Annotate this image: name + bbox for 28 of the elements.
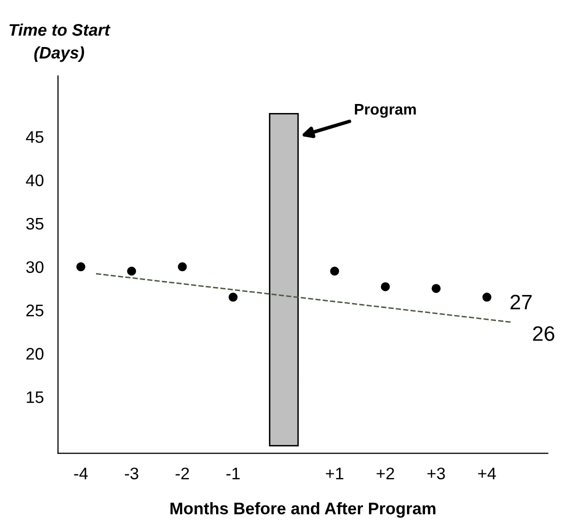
x-tick-label: +1 xyxy=(326,468,344,480)
y-tick-label: 45 xyxy=(26,131,44,143)
point xyxy=(482,292,492,302)
x-tick-label: -3 xyxy=(124,468,138,480)
annotation: 27 xyxy=(510,294,532,310)
y-tick-label: 35 xyxy=(26,218,44,230)
point xyxy=(127,266,136,276)
point xyxy=(432,284,441,293)
y-tick-label: 20 xyxy=(26,348,44,360)
x-tick-label: +2 xyxy=(376,468,394,480)
x-tick-label: -4 xyxy=(74,468,88,480)
y-tick-label: 30 xyxy=(26,261,44,273)
x-tick-label: +3 xyxy=(427,468,445,480)
point xyxy=(380,282,390,292)
point xyxy=(76,262,86,272)
x-axis-title: Months Before and After Program xyxy=(170,502,436,518)
x-tick-label: -2 xyxy=(176,468,189,480)
point xyxy=(178,262,187,272)
annotation: 26 xyxy=(533,326,554,341)
y-tick-label: 25 xyxy=(26,304,44,316)
y-tick-label: 40 xyxy=(26,174,44,186)
x-tick-label: +4 xyxy=(478,468,496,480)
point xyxy=(228,292,238,302)
x-tick-label: -1 xyxy=(226,468,240,480)
y-axis-title: Time to Start (Days) xyxy=(10,24,110,62)
point xyxy=(330,266,340,276)
y-tick-label: 15 xyxy=(26,391,44,404)
band-label: Program xyxy=(354,104,416,118)
